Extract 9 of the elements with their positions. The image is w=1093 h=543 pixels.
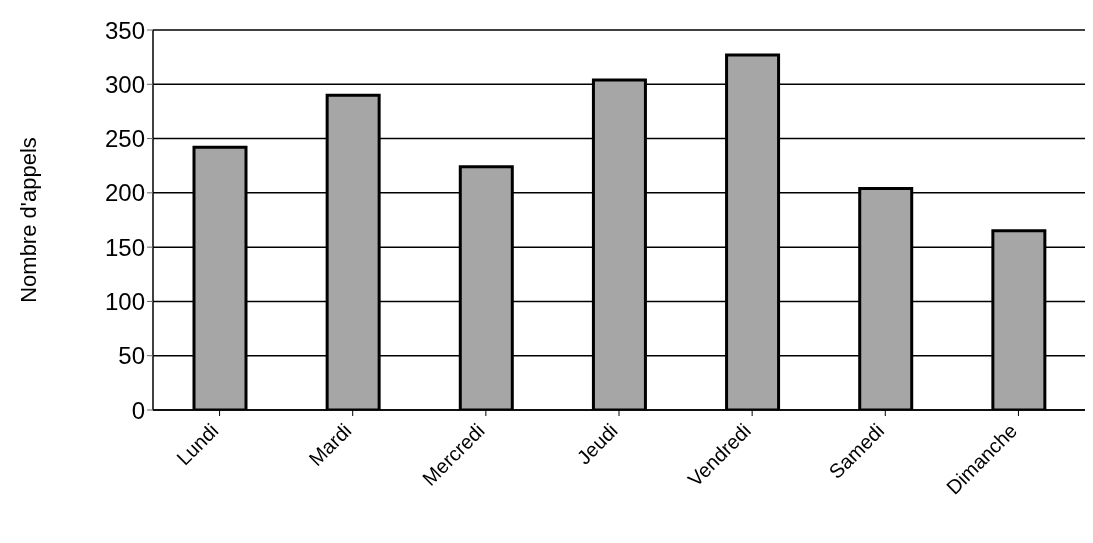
y-tick-label: 0 xyxy=(131,396,145,424)
y-axis-title: Nombre d'appels xyxy=(15,137,41,303)
y-tick-label: 200 xyxy=(104,179,145,207)
y-tick-label: 350 xyxy=(104,16,145,44)
y-tick-label: 150 xyxy=(104,233,145,261)
y-tick-label: 300 xyxy=(104,70,145,98)
y-tick-label: 50 xyxy=(118,342,145,370)
y-tick-label: 250 xyxy=(104,125,145,153)
y-tick-label: 100 xyxy=(104,287,145,315)
